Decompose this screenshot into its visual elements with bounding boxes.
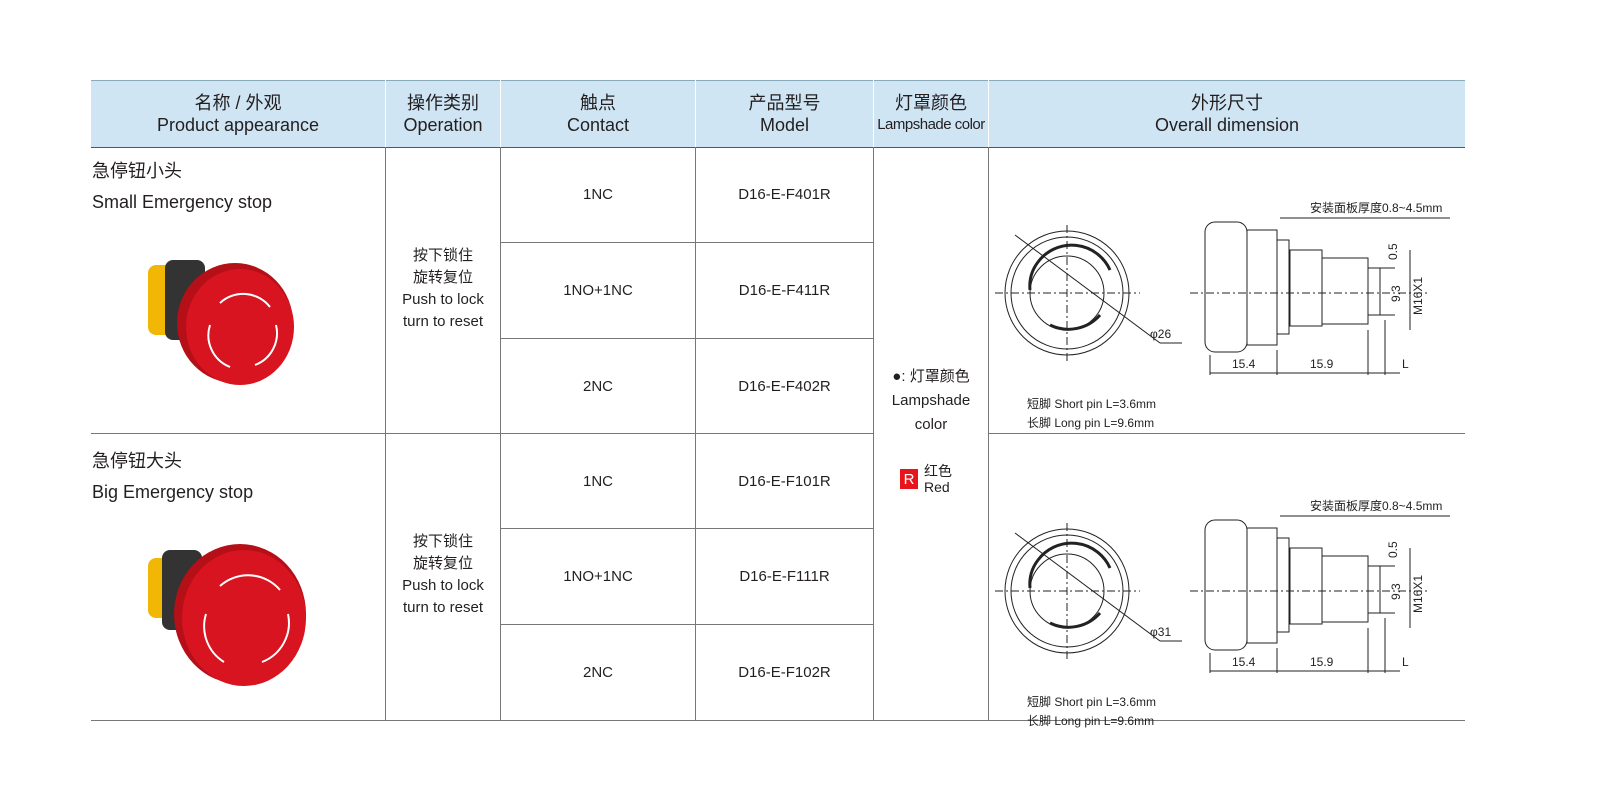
contact-cell: 2NC — [582, 377, 613, 395]
header-zh: 灯罩颜色 — [895, 93, 967, 113]
divider — [500, 528, 873, 529]
model-cell: D16-E-F402R — [738, 377, 831, 395]
divider — [91, 720, 1465, 721]
header-en: Contact — [566, 115, 630, 135]
color-zh: 红色 — [924, 463, 952, 479]
dim-long: 长脚 Long pin L=9.6mm — [1027, 713, 1154, 728]
header-model: 产品型号 Model — [696, 80, 873, 148]
dimension-drawing: 安装面板厚度0.8~4.5mm φ26 15.4 15.9 L 0.5 9.3 … — [995, 200, 1450, 430]
dim-panel: 安装面板厚度0.8~4.5mm — [1310, 498, 1442, 513]
dim-diameter: φ31 — [1150, 625, 1171, 639]
dim-d2: 15.9 — [1310, 357, 1334, 371]
header-en: Product appearance — [156, 115, 320, 135]
dim-thread: M16X1 — [1411, 575, 1425, 613]
divider — [695, 80, 696, 146]
model-cell: D16-E-F411R — [738, 282, 831, 299]
op-zh: 旋转复位 — [412, 555, 473, 572]
legend-zh: ●: 灯罩颜色 — [892, 368, 970, 385]
divider — [988, 80, 989, 146]
op-en: Push to lock — [402, 577, 484, 594]
dim-v2: 9.3 — [1389, 285, 1403, 302]
legend-en: color — [914, 416, 948, 433]
operation-small: 按下锁住旋转复位 Push to lock turn to reset — [386, 245, 500, 333]
divider — [500, 242, 873, 243]
op-zh: 按下锁住 — [412, 247, 473, 264]
product-name-big: 急停钮大头 Big Emergency stop — [92, 446, 253, 508]
divider — [385, 80, 386, 146]
op-en: turn to reset — [402, 313, 484, 330]
header-appearance: 名称 / 外观 Product appearance — [91, 80, 385, 148]
divider — [500, 147, 501, 721]
operation-big: 按下锁住旋转复位 Push to lock turn to reset — [386, 531, 500, 619]
color-red: R 红色 Red — [900, 463, 952, 495]
model-cell: D16-E-F401R — [738, 186, 831, 203]
header-zh: 操作类别 — [407, 93, 479, 113]
lampshade-legend: ●: 灯罩颜色 Lampshade color — [874, 365, 988, 437]
dim-d1: 15.4 — [1232, 357, 1256, 371]
header-dimension: 外形尺寸 Overall dimension — [989, 80, 1465, 148]
divider — [91, 433, 873, 434]
dim-long: 长脚 Long pin L=9.6mm — [1027, 415, 1154, 430]
dim-v1: 0.5 — [1386, 541, 1400, 558]
contact-cell: 1NO+1NC — [563, 282, 633, 299]
product-name-small: 急停钮小头 Small Emergency stop — [92, 156, 272, 218]
contact-cell: 2NC — [582, 664, 613, 681]
dim-thread: M16X1 — [1411, 277, 1425, 315]
header-zh: 触点 — [580, 93, 616, 113]
dimension-drawing: 安装面板厚度0.8~4.5mm φ31 15.4 15.9 L 0.5 9.3 … — [995, 498, 1450, 728]
name-en: Small Emergency stop — [92, 192, 273, 212]
legend-en: Lampshade — [891, 392, 971, 409]
op-zh: 旋转复位 — [412, 269, 473, 286]
small-emergency-stop-image — [148, 260, 294, 385]
dim-d2: 15.9 — [1310, 655, 1334, 669]
dim-panel: 安装面板厚度0.8~4.5mm — [1310, 200, 1442, 215]
header-en: Lampshade color — [877, 116, 985, 133]
divider — [873, 147, 874, 721]
divider — [988, 147, 989, 721]
header-zh: 外形尺寸 — [1191, 93, 1263, 113]
header-en: Overall dimension — [1154, 115, 1300, 135]
color-en: Red — [924, 479, 950, 495]
dim-l: L — [1402, 357, 1409, 371]
name-zh: 急停钮小头 — [92, 161, 182, 181]
dim-diameter: φ26 — [1150, 327, 1171, 341]
header-contact: 触点 Contact — [501, 80, 695, 148]
model-cell: D16-E-F101R — [738, 472, 831, 490]
contact-cell: 1NC — [582, 472, 613, 490]
big-emergency-stop-image — [148, 544, 306, 686]
op-en: turn to reset — [402, 599, 484, 616]
divider — [988, 433, 1465, 434]
divider — [500, 338, 873, 339]
divider — [695, 147, 696, 721]
dim-d1: 15.4 — [1232, 655, 1256, 669]
header-en: Model — [759, 115, 810, 135]
divider — [500, 624, 873, 625]
dim-v1: 0.5 — [1386, 243, 1400, 260]
op-en: Push to lock — [402, 291, 484, 308]
header-operation: 操作类别 Operation — [386, 80, 500, 148]
dim-short: 短脚 Short pin L=3.6mm — [1027, 694, 1156, 709]
divider — [500, 80, 501, 146]
header-zh: 产品型号 — [748, 93, 821, 113]
red-badge: R — [900, 469, 918, 489]
name-zh: 急停钮大头 — [92, 451, 182, 471]
name-en: Big Emergency stop — [92, 482, 254, 502]
op-zh: 按下锁住 — [412, 533, 473, 550]
header-zh: 名称 / 外观 — [194, 93, 282, 113]
header-en: Operation — [403, 115, 483, 135]
contact-cell: 1NO+1NC — [563, 568, 633, 585]
dim-v2: 9.3 — [1389, 583, 1403, 600]
divider — [873, 80, 874, 146]
model-cell: D16-E-F102R — [738, 664, 831, 681]
header-lampshade: 灯罩颜色 Lampshade color — [874, 80, 988, 148]
dim-short: 短脚 Short pin L=3.6mm — [1027, 396, 1156, 411]
divider — [385, 147, 386, 721]
model-cell: D16-E-F111R — [739, 568, 830, 585]
contact-cell: 1NC — [582, 186, 613, 203]
dim-l: L — [1402, 655, 1409, 669]
